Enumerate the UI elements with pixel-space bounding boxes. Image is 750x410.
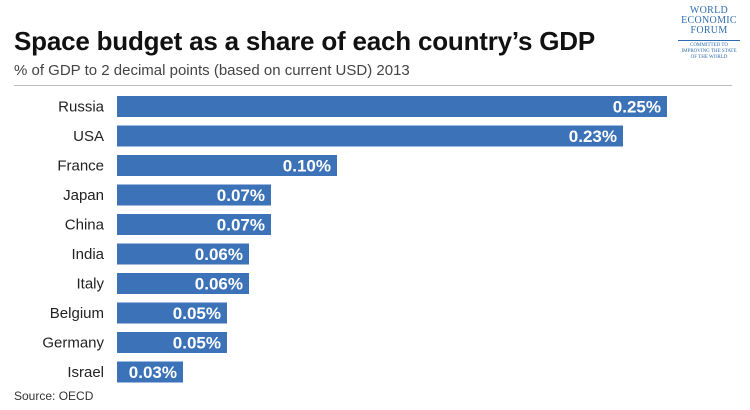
bar: [117, 155, 337, 176]
logo-tagline: COMMITTED TO IMPROVING THE STATE OF THE …: [678, 40, 740, 61]
logo-tagline-1: COMMITTED TO: [689, 43, 728, 48]
data-label: 0.25%: [613, 98, 661, 117]
bar: [117, 184, 271, 206]
category-label: France: [57, 158, 104, 175]
world-economic-forum-logo: WORLD ECONOMIC FORUM COMMITTED TO IMPROV…: [678, 6, 740, 61]
bar: [117, 125, 623, 147]
logo-tagline-3: OF THE WORLD: [690, 55, 728, 60]
category-label: Germany: [42, 335, 104, 352]
data-label: 0.07%: [217, 216, 265, 235]
data-label: 0.05%: [173, 334, 221, 353]
bar: [117, 332, 227, 353]
category-label: Belgium: [50, 305, 104, 322]
chart-title: Space budget as a share of each country’…: [14, 26, 596, 56]
logo-line-1: WORLD: [689, 5, 729, 16]
bar-chart: Russia 0.25% USA 0.23% France 0.10% Japan 0.07%…: [42, 96, 667, 383]
bar: [117, 214, 271, 235]
category-label: USA: [73, 128, 104, 145]
data-label: 0.03%: [129, 363, 177, 382]
category-label: India: [71, 246, 104, 263]
bar: [117, 273, 249, 294]
bar: [117, 361, 183, 383]
data-label: 0.06%: [195, 275, 243, 294]
data-label: 0.07%: [217, 186, 265, 205]
data-label: 0.10%: [283, 157, 331, 176]
bar: [117, 96, 667, 117]
category-label: Russia: [58, 99, 105, 116]
title-divider: [14, 85, 732, 86]
bar: [117, 243, 249, 265]
data-label: 0.23%: [569, 127, 617, 146]
data-label: 0.05%: [173, 304, 221, 323]
logo-tagline-2: IMPROVING THE STATE: [681, 49, 737, 54]
chart-subtitle: % of GDP to 2 decimal points (based on c…: [14, 62, 410, 79]
category-label: China: [65, 217, 105, 234]
category-label: Israel: [67, 364, 104, 381]
logo-line-3: FORUM: [690, 25, 728, 36]
category-label: Italy: [76, 276, 104, 293]
logo-line-2: ECONOMIC: [681, 15, 737, 26]
bar: [117, 302, 227, 324]
source-note: Source: OECD: [14, 389, 94, 403]
data-label: 0.06%: [195, 245, 243, 264]
category-label: Japan: [63, 187, 104, 204]
